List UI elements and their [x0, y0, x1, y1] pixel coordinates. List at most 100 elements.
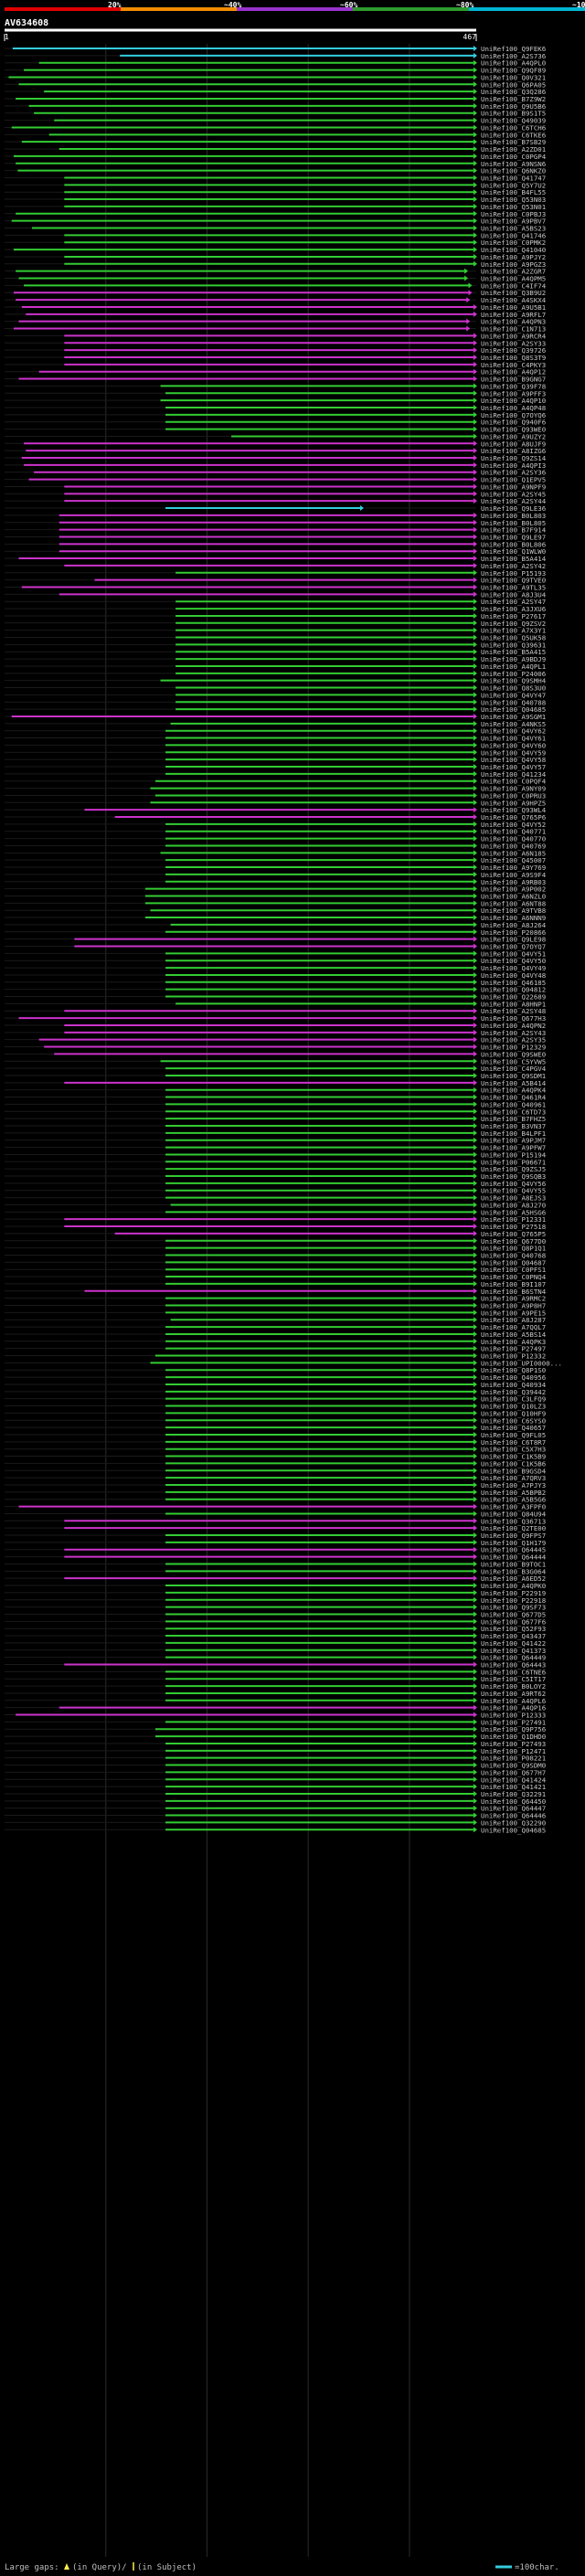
hit-row[interactable]: UniRef100_Q9QF89 [0, 67, 585, 75]
hit-label[interactable]: UniRef100_A9S9F4 [481, 871, 547, 879]
hit-row-target[interactable] [0, 268, 585, 275]
hit-row-target[interactable] [0, 1094, 585, 1101]
hit-label[interactable]: UniRef100_Q64443 [481, 1661, 546, 1670]
hit-row[interactable]: UniRef100_C4PGV4 [0, 1065, 585, 1073]
hit-label[interactable]: UniRef100_Q4VY57 [481, 763, 546, 771]
hit-row[interactable]: UniRef100_Q7OYQ7 [0, 943, 585, 951]
hit-row[interactable]: UniRef100_Q1DHD0 [0, 1733, 585, 1741]
hit-row[interactable]: UniRef100_A8EJS3 [0, 1194, 585, 1203]
hit-row-target[interactable] [0, 1057, 585, 1065]
hit-row-target[interactable] [0, 620, 585, 627]
hit-row-target[interactable] [0, 318, 585, 325]
hit-row[interactable]: UniRef100_P22918 [0, 1596, 585, 1605]
hit-row-target[interactable] [0, 828, 585, 835]
hit-label[interactable]: UniRef100_Q9TVE0 [481, 577, 546, 585]
hit-label[interactable]: UniRef100_Q461R4 [481, 1094, 547, 1102]
hit-row[interactable]: UniRef100_A8J264 [0, 921, 585, 929]
hit-label[interactable]: UniRef100_A4QPN3 [481, 318, 546, 326]
hit-label[interactable]: UniRef100_Q41422 [481, 1639, 546, 1648]
hit-label[interactable]: UniRef100_B3VN37 [481, 1122, 546, 1130]
hit-row[interactable]: UniRef100_Q9SMH4 [0, 677, 585, 685]
hit-row-target[interactable] [0, 1172, 585, 1180]
hit-row[interactable]: UniRef100_A9SGM1 [0, 713, 585, 721]
hit-row-target[interactable] [0, 311, 585, 318]
hit-row-target[interactable] [0, 1712, 585, 1719]
hit-label[interactable]: UniRef100_Q04687 [481, 1258, 546, 1267]
hit-row[interactable]: UniRef100_Q4VY62 [0, 727, 585, 736]
hit-label[interactable]: UniRef100_Q40771 [481, 828, 546, 836]
hit-label[interactable]: UniRef100_Q9LE36 [481, 504, 546, 513]
hit-row-target[interactable] [0, 1459, 585, 1467]
hit-row[interactable]: UniRef100_Q9P756 [0, 1725, 585, 1733]
hit-label[interactable]: UniRef100_A3JXU6 [481, 605, 546, 613]
hit-label[interactable]: UniRef100_A9PE15 [481, 1309, 546, 1317]
hit-row-target[interactable] [0, 225, 585, 232]
hit-label[interactable]: UniRef100_B5A414 [481, 555, 547, 563]
hit-label[interactable]: UniRef100_C6TD73 [481, 1108, 546, 1116]
hit-row[interactable]: UniRef100_Q765P6 [0, 813, 585, 822]
hit-row-target[interactable] [0, 354, 585, 361]
hit-label[interactable]: UniRef100_A2ZD01 [481, 145, 546, 154]
hit-row-target[interactable] [0, 303, 585, 311]
hit-label[interactable]: UniRef100_Q7OYQ7 [481, 943, 546, 951]
hit-row[interactable]: UniRef100_Q9FL05 [0, 1431, 585, 1439]
hit-row[interactable]: UniRef100_B0LOY2 [0, 1682, 585, 1691]
hit-row[interactable]: UniRef100_A6NZL0 [0, 892, 585, 900]
hit-row-target[interactable] [0, 885, 585, 893]
hit-row-target[interactable] [0, 1503, 585, 1511]
hit-label[interactable]: UniRef100_Q39F78 [481, 382, 546, 390]
hit-row-target[interactable] [0, 231, 585, 239]
hit-row[interactable]: UniRef100_Q9ZSJ5 [0, 1165, 585, 1173]
hit-row[interactable]: UniRef100_Q765P5 [0, 1230, 585, 1238]
hit-row[interactable]: UniRef100_C0PGP4 [0, 153, 585, 161]
hit-label[interactable]: UniRef100_A8J3U4 [481, 590, 547, 599]
hit-row[interactable]: UniRef100_B0L803 [0, 512, 585, 520]
hit-label[interactable]: UniRef100_A8EJS3 [481, 1194, 546, 1203]
hit-label[interactable]: UniRef100_C0PQF4 [481, 778, 547, 786]
hit-label[interactable]: UniRef100_A7PJY3 [481, 1481, 546, 1489]
hit-row-target[interactable] [0, 720, 585, 727]
hit-row[interactable]: UniRef100_Q40769 [0, 842, 585, 850]
hit-row-target[interactable] [0, 634, 585, 641]
hit-row-target[interactable] [0, 426, 585, 433]
hit-row-target[interactable] [0, 741, 585, 748]
hit-label[interactable]: UniRef100_Q1WLW0 [481, 547, 546, 556]
hit-row-target[interactable] [0, 1087, 585, 1094]
hit-row-target[interactable] [0, 843, 585, 850]
hit-row[interactable]: UniRef100_A4SKX4 [0, 296, 585, 304]
hit-row-target[interactable] [0, 1812, 585, 1819]
hit-row-target[interactable] [0, 1100, 585, 1108]
hit-row-target[interactable] [0, 1345, 585, 1352]
hit-row[interactable]: UniRef100_A6NNN9 [0, 914, 585, 922]
hit-label[interactable]: UniRef100_Q9FPS7 [481, 1532, 546, 1540]
hit-row-target[interactable] [0, 196, 585, 203]
hit-row-target[interactable] [0, 584, 585, 591]
hit-label[interactable]: UniRef100_Q41424 [481, 1776, 547, 1784]
hit-row[interactable]: UniRef100_Q8P1Q1 [0, 1245, 585, 1253]
hit-row[interactable]: UniRef100_B6STN4 [0, 1288, 585, 1296]
hit-row[interactable]: UniRef100_C1N713 [0, 325, 585, 334]
hit-row[interactable]: UniRef100_Q39631 [0, 641, 585, 649]
hit-row[interactable]: UniRef100_A4NKS5 [0, 720, 585, 728]
hit-row[interactable]: UniRef100_A9PBV7 [0, 217, 585, 226]
hit-row[interactable]: UniRef100_A6ED52 [0, 1574, 585, 1583]
hit-label[interactable]: UniRef100_A9RMC2 [481, 1295, 546, 1303]
hit-label[interactable]: UniRef100_B9S1T5 [481, 110, 546, 118]
hit-label[interactable]: UniRef100_Q8S3T9 [481, 354, 546, 362]
hit-label[interactable]: UniRef100_C0PGP4 [481, 153, 547, 161]
hit-row-target[interactable] [0, 1165, 585, 1172]
hit-row[interactable]: UniRef100_C6TD73 [0, 1108, 585, 1116]
hit-row[interactable]: UniRef100_B0L805 [0, 519, 585, 527]
hit-row-target[interactable] [0, 1797, 585, 1805]
hit-label[interactable]: UniRef100_A9RB03 [481, 878, 546, 886]
hit-label[interactable]: UniRef100_B0L805 [481, 519, 546, 527]
hit-label[interactable]: UniRef100_P12329 [481, 1044, 546, 1052]
hit-row[interactable]: UniRef100_Q677D0 [0, 1237, 585, 1246]
hit-label[interactable]: UniRef100_B6STN4 [481, 1288, 547, 1296]
hit-row-target[interactable] [0, 1280, 585, 1288]
hit-label[interactable]: UniRef100_A9PBV7 [481, 217, 546, 226]
hit-label[interactable]: UniRef100_A8J270 [481, 1201, 546, 1209]
hit-label[interactable]: UniRef100_A6NNN9 [481, 914, 546, 922]
hit-label[interactable]: UniRef100_A9NSN6 [481, 160, 546, 168]
hit-row-target[interactable] [0, 1481, 585, 1489]
